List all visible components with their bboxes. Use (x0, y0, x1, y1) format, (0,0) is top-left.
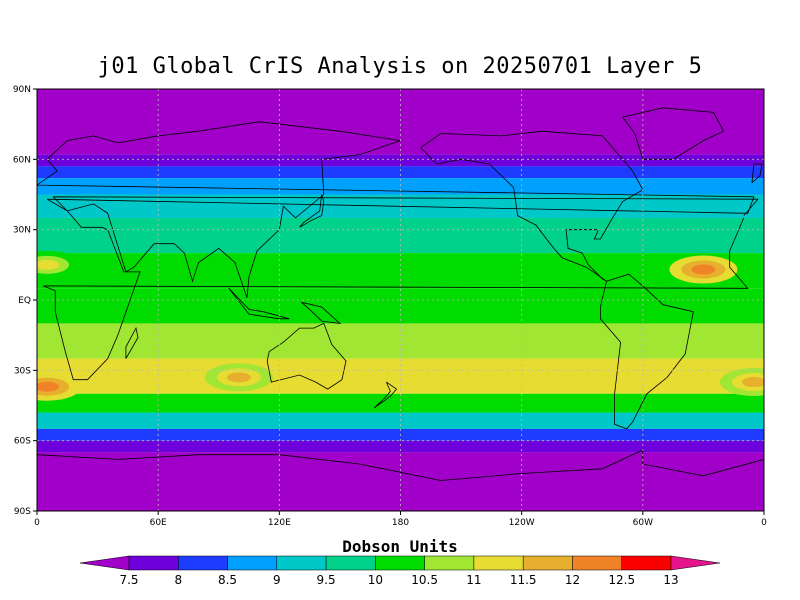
lat-label: 30N (13, 226, 31, 236)
lat-label: 90N (13, 85, 31, 95)
colorbar-swatch (128, 555, 179, 571)
coastline (751, 163, 763, 184)
colorbar-units: Dobson Units (342, 537, 458, 556)
coastline (373, 381, 398, 409)
coastline (301, 301, 342, 324)
colorbar-label: 11.5 (510, 573, 537, 587)
hotspot (37, 259, 60, 270)
lat-label: 30S (14, 366, 31, 376)
lon-label: 60W (633, 518, 653, 528)
coastline (228, 288, 290, 320)
lat-label: 60S (14, 437, 31, 447)
colorbar-label: 12.5 (608, 573, 635, 587)
map-title: j01 Global CrIS Analysis on 20250701 Lay… (97, 54, 703, 79)
lat-label: EQ (18, 296, 31, 306)
colorbar-swatch (621, 555, 672, 571)
coastline (299, 194, 325, 228)
colorbar-swatch (473, 555, 524, 571)
lon-label: 60E (150, 518, 167, 528)
colorbar-min-arrow (79, 555, 130, 571)
coastline (125, 326, 139, 359)
colorbar-label: 11 (466, 573, 481, 587)
colorbar-label: 9 (273, 573, 281, 587)
colorbar-swatch (227, 555, 278, 571)
colorbar-label: 8 (174, 573, 182, 587)
lat-label: 60N (13, 155, 31, 165)
lat-label: 90S (14, 507, 31, 517)
colorbar-swatch (522, 555, 573, 571)
coastline (37, 121, 755, 298)
coastline (600, 273, 694, 430)
zonal-band (37, 452, 764, 511)
zonal-band (37, 358, 764, 394)
lon-label: 180 (392, 518, 409, 528)
grid-lines (37, 89, 764, 511)
zonal-band (37, 440, 764, 453)
coastlines (37, 107, 764, 481)
lon-label: 0 (761, 518, 767, 528)
hotspot (691, 264, 716, 275)
colorbar-swatch (276, 555, 327, 571)
hotspot (226, 372, 251, 383)
coastline (37, 449, 764, 481)
lon-label: 120E (268, 518, 291, 528)
coastline (621, 107, 725, 160)
colorbar-label: 10 (368, 573, 383, 587)
lon-label: 120W (509, 518, 535, 528)
colorbar-swatch (572, 555, 622, 571)
zonal-band (37, 178, 764, 195)
colorbar-swatch (375, 555, 425, 571)
zonal-band (37, 166, 764, 179)
colorbar-label: 9.5 (317, 573, 336, 587)
lon-label: 0 (34, 518, 40, 528)
colorbar-swatch (178, 555, 228, 571)
colorbar-swatch (424, 555, 475, 571)
colorbar-label: 12 (565, 573, 580, 587)
hotspot (37, 381, 60, 392)
hotspot (741, 377, 764, 388)
colorbar-label: 7.5 (119, 573, 138, 587)
coastline (42, 196, 759, 381)
colorbar-label: 13 (663, 573, 678, 587)
zonal-band (37, 323, 764, 359)
colorbar-label: 8.5 (218, 573, 237, 587)
colorbar: 7.5 8 8.5 9 9.5 10 10.5 11 11.5 12 12.5 13 (79, 555, 721, 587)
colorbar-max-arrow (670, 555, 721, 571)
colorbar-swatch (325, 555, 376, 571)
zonal-band (37, 393, 764, 413)
colorbar-label: 10.5 (411, 573, 438, 587)
coastline (420, 130, 644, 282)
